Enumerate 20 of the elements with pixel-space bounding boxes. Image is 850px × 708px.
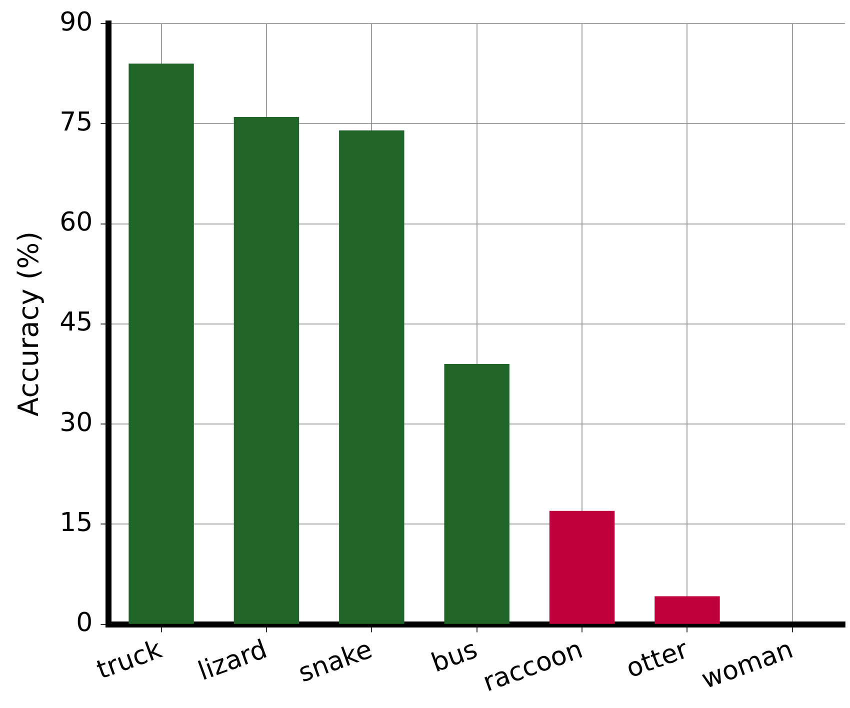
bar bbox=[549, 510, 615, 624]
bar bbox=[234, 117, 300, 624]
y-axis-title: Accuracy (%) bbox=[12, 231, 46, 417]
x-tick-label: bus bbox=[428, 634, 482, 679]
y-tick-label: 0 bbox=[76, 608, 93, 638]
y-tick-label: 15 bbox=[60, 508, 93, 538]
x-tick-label: truck bbox=[93, 634, 166, 686]
y-tick-label: 30 bbox=[60, 408, 93, 438]
bar bbox=[128, 64, 194, 624]
y-tick-label: 75 bbox=[60, 107, 93, 138]
bar bbox=[444, 364, 510, 624]
y-tick-label: 45 bbox=[60, 308, 93, 338]
bar bbox=[654, 596, 720, 624]
x-tick-label: snake bbox=[294, 634, 376, 689]
bar bbox=[339, 130, 404, 624]
x-tick-label: lizard bbox=[194, 634, 272, 688]
x-tick-label: otter bbox=[622, 634, 692, 684]
y-tick-label: 60 bbox=[60, 208, 93, 238]
x-tick-label: woman bbox=[698, 634, 798, 696]
y-tick-label: 90 bbox=[60, 7, 93, 38]
